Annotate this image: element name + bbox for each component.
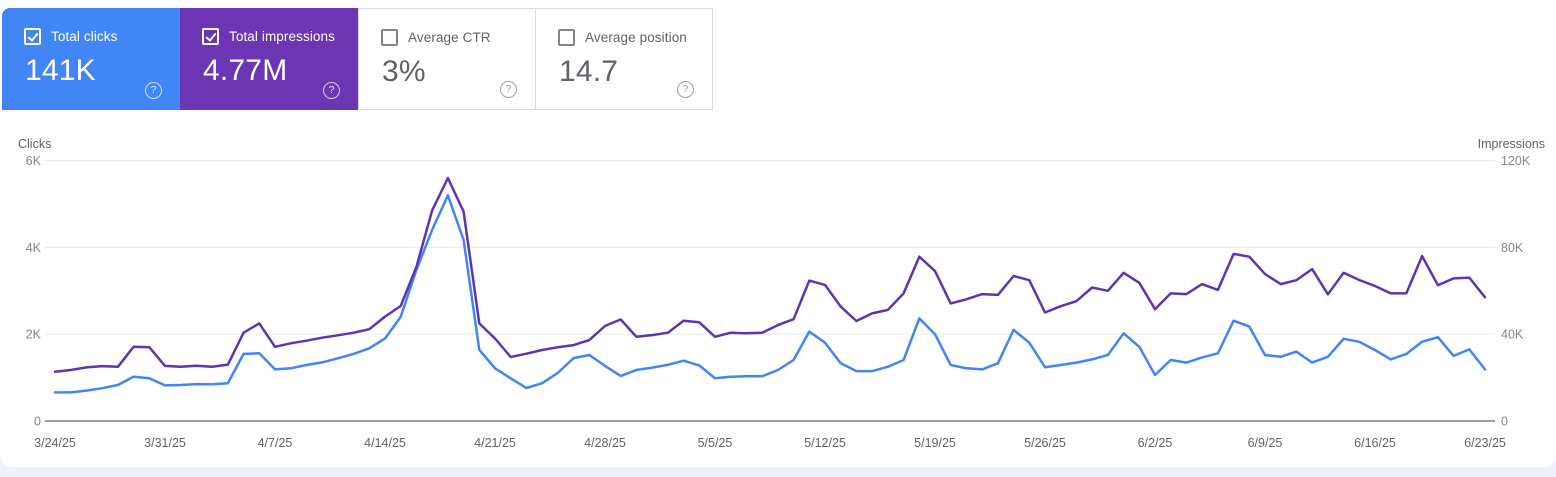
metric-card-total-impressions[interactable]: Total impressions 4.77M ? (180, 8, 358, 110)
x-axis-label: 4/14/25 (364, 436, 406, 450)
x-axis-label: 3/31/25 (144, 436, 186, 450)
x-axis-label: 3/24/25 (34, 436, 76, 450)
metric-card-average-position[interactable]: Average position 14.7 ? (535, 8, 713, 110)
clicks-line[interactable] (53, 194, 1487, 394)
x-axis-label: 5/19/25 (914, 436, 956, 450)
x-axis-label: 5/5/25 (698, 436, 733, 450)
average-position-checkbox[interactable] (558, 29, 575, 46)
metric-label: Total impressions (229, 29, 335, 44)
metric-value: 4.77M (203, 54, 288, 87)
checkmark-icon (26, 29, 39, 42)
left-axis-tick-label: 4K (26, 241, 42, 255)
right-axis-title: Impressions (1477, 137, 1545, 151)
right-axis-tick-label: 0 (1501, 415, 1508, 429)
total-clicks-checkbox[interactable] (24, 28, 41, 45)
total-impressions-checkbox[interactable] (202, 28, 219, 45)
help-icon[interactable]: ? (677, 81, 694, 98)
metric-card-total-clicks[interactable]: Total clicks 141K ? (2, 8, 180, 110)
metric-value: 14.7 (559, 55, 619, 88)
average-ctr-checkbox[interactable] (381, 29, 398, 46)
help-icon[interactable]: ? (323, 82, 340, 99)
left-axis-tick-label: 2K (26, 328, 42, 342)
checkmark-icon (204, 29, 217, 42)
metric-value: 141K (25, 54, 96, 87)
x-axis-label: 5/12/25 (804, 436, 846, 450)
x-axis-label: 6/16/25 (1354, 436, 1396, 450)
metric-card-average-ctr[interactable]: Average CTR 3% ? (358, 8, 536, 110)
x-axis-label: 6/23/25 (1464, 436, 1506, 450)
left-axis-tick-label: 0 (34, 415, 41, 429)
right-axis-tick-label: 40K (1501, 328, 1524, 342)
left-axis-tick-label: 6K (26, 154, 42, 168)
x-axis-label: 5/26/25 (1024, 436, 1066, 450)
x-axis-label: 4/7/25 (258, 436, 293, 450)
metric-label: Average CTR (408, 30, 491, 45)
right-axis-tick-label: 120K (1501, 154, 1531, 168)
metric-value: 3% (382, 55, 426, 88)
metric-cards-row: Total clicks 141K ? Total impressions 4.… (2, 8, 713, 110)
left-axis-title: Clicks (18, 137, 52, 151)
help-icon[interactable]: ? (500, 81, 517, 98)
x-axis-label: 6/9/25 (1248, 436, 1283, 450)
x-axis-label: 6/2/25 (1138, 436, 1173, 450)
help-icon[interactable]: ? (145, 82, 162, 99)
x-axis-label: 4/28/25 (584, 436, 626, 450)
metric-label: Average position (585, 30, 687, 45)
x-axis-label: 4/21/25 (474, 436, 516, 450)
right-axis-tick-label: 80K (1501, 241, 1524, 255)
metric-label: Total clicks (51, 29, 118, 44)
impressions-line[interactable] (53, 176, 1487, 373)
